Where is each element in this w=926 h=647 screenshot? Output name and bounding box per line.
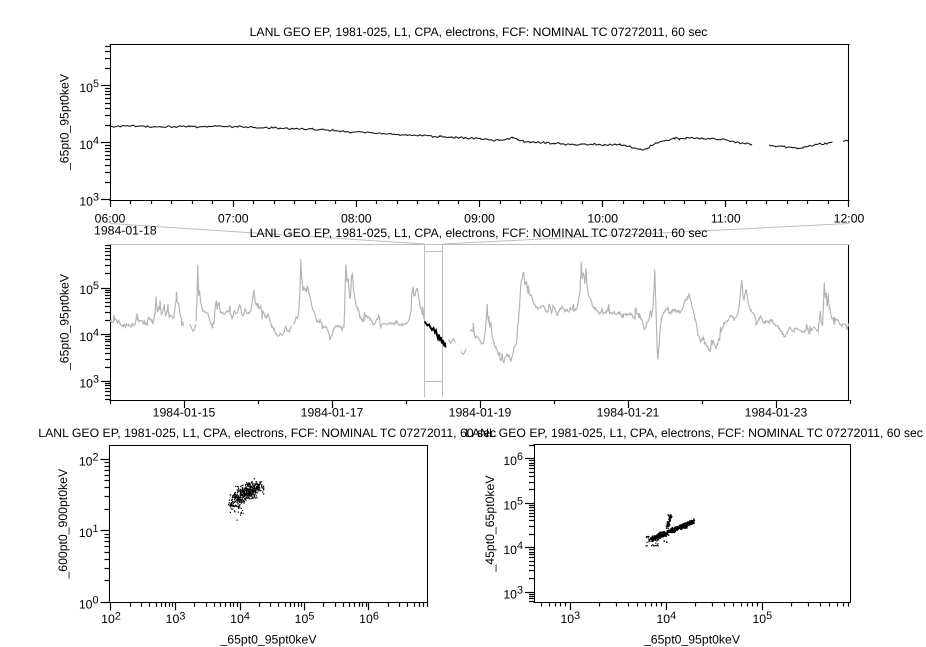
svg-text:104: 104 (230, 610, 250, 626)
svg-text:1984-01-23: 1984-01-23 (745, 406, 808, 420)
svg-text:_600pt0_900pt0keV: _600pt0_900pt0keV (56, 468, 70, 579)
svg-text:1984-01-18: 1984-01-18 (94, 224, 157, 238)
svg-text:_65pt0_95pt0keV: _65pt0_95pt0keV (58, 73, 72, 171)
svg-text:1984-01-19: 1984-01-19 (449, 406, 512, 420)
svg-text:105: 105 (295, 610, 315, 626)
svg-text:_65pt0_95pt0keV: _65pt0_95pt0keV (643, 633, 741, 647)
svg-text:1984-01-21: 1984-01-21 (597, 406, 660, 420)
svg-text:103: 103 (166, 610, 186, 626)
svg-text:06:00: 06:00 (95, 212, 126, 226)
svg-text:12:00: 12:00 (834, 212, 865, 226)
svg-text:07:00: 07:00 (218, 212, 249, 226)
svg-text:LANL GEO EP, 1981-025, L1, CPA: LANL GEO EP, 1981-025, L1, CPA, electron… (250, 25, 708, 39)
svg-text:1984-01-17: 1984-01-17 (301, 406, 364, 420)
svg-text:_45pt0_65pt0keV: _45pt0_65pt0keV (483, 475, 497, 573)
svg-text:106: 106 (359, 610, 379, 626)
svg-text:105: 105 (752, 610, 772, 626)
svg-text:1984-01-15: 1984-01-15 (153, 406, 216, 420)
svg-text:11:00: 11:00 (711, 212, 741, 226)
svg-text:104: 104 (656, 610, 676, 626)
svg-text:_65pt0_95pt0keV: _65pt0_95pt0keV (58, 273, 72, 371)
svg-text:10:00: 10:00 (587, 212, 618, 226)
svg-text:_65pt0_95pt0keV: _65pt0_95pt0keV (219, 633, 317, 647)
svg-text:09:00: 09:00 (464, 212, 495, 226)
svg-text:103: 103 (560, 610, 580, 626)
svg-text:LANL GEO EP, 1981-025, L1, CPA: LANL GEO EP, 1981-025, L1, CPA, electron… (250, 226, 708, 240)
svg-text:LANL GEO EP, 1981-025, L1, CPA: LANL GEO EP, 1981-025, L1, CPA, electron… (465, 426, 923, 440)
svg-text:08:00: 08:00 (341, 212, 372, 226)
svg-text:LANL GEO EP, 1981-025, L1, CPA: LANL GEO EP, 1981-025, L1, CPA, electron… (38, 426, 496, 440)
svg-text:102: 102 (101, 610, 121, 626)
